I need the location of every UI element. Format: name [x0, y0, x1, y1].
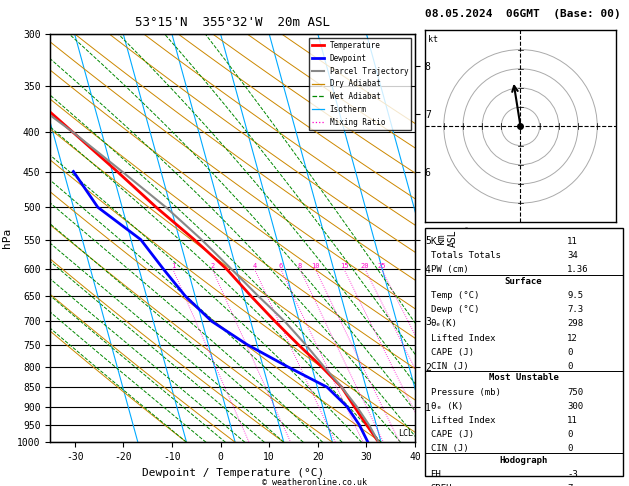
Text: 9.5: 9.5 [567, 291, 583, 300]
Text: EH: EH [430, 470, 442, 479]
Text: 10: 10 [311, 263, 320, 269]
Text: 11: 11 [567, 237, 578, 246]
Text: 0: 0 [567, 444, 572, 453]
Text: 0: 0 [567, 430, 572, 439]
Text: Mixing Ratio (g/kg): Mixing Ratio (g/kg) [462, 191, 472, 286]
Text: 0: 0 [567, 362, 572, 371]
Text: PW (cm): PW (cm) [430, 265, 468, 275]
Text: SREH: SREH [430, 484, 452, 486]
Legend: Temperature, Dewpoint, Parcel Trajectory, Dry Adiabat, Wet Adiabat, Isotherm, Mi: Temperature, Dewpoint, Parcel Trajectory… [309, 38, 411, 130]
Text: Lifted Index: Lifted Index [430, 333, 495, 343]
Text: 15: 15 [340, 263, 348, 269]
Text: CAPE (J): CAPE (J) [430, 430, 474, 439]
Text: 6: 6 [279, 263, 283, 269]
Text: 1: 1 [170, 263, 175, 269]
Text: 4: 4 [252, 263, 257, 269]
Text: 750: 750 [567, 387, 583, 397]
Text: 34: 34 [567, 251, 578, 260]
Y-axis label: km
ASL: km ASL [437, 229, 458, 247]
Text: 2: 2 [210, 263, 214, 269]
Text: Surface: Surface [505, 277, 542, 286]
Text: 08.05.2024  06GMT  (Base: 00): 08.05.2024 06GMT (Base: 00) [425, 9, 620, 19]
Text: © weatheronline.co.uk: © weatheronline.co.uk [262, 478, 367, 486]
Text: Hodograph: Hodograph [499, 456, 548, 465]
Text: 7: 7 [567, 484, 572, 486]
Text: 8: 8 [298, 263, 302, 269]
Text: 0: 0 [567, 347, 572, 357]
Text: -3: -3 [567, 470, 578, 479]
Y-axis label: hPa: hPa [1, 228, 11, 248]
Text: Totals Totals: Totals Totals [430, 251, 501, 260]
Text: 300: 300 [567, 401, 583, 411]
Text: 1.36: 1.36 [567, 265, 589, 275]
Text: 11: 11 [567, 416, 578, 425]
Text: θₑ (K): θₑ (K) [430, 401, 463, 411]
Text: 20: 20 [360, 263, 369, 269]
Title: 53°15'N  355°32'W  20m ASL: 53°15'N 355°32'W 20m ASL [135, 16, 330, 29]
Text: K: K [430, 237, 436, 246]
Text: CIN (J): CIN (J) [430, 362, 468, 371]
Text: 7.3: 7.3 [567, 305, 583, 314]
Text: Temp (°C): Temp (°C) [430, 291, 479, 300]
Text: 25: 25 [377, 263, 386, 269]
Text: Lifted Index: Lifted Index [430, 416, 495, 425]
Text: kt: kt [428, 35, 438, 44]
Text: θₑ(K): θₑ(K) [430, 319, 457, 329]
Text: Pressure (mb): Pressure (mb) [430, 387, 501, 397]
Text: 12: 12 [567, 333, 578, 343]
Text: Dewp (°C): Dewp (°C) [430, 305, 479, 314]
Text: Most Unstable: Most Unstable [489, 373, 559, 382]
Text: 298: 298 [567, 319, 583, 329]
Text: CIN (J): CIN (J) [430, 444, 468, 453]
Text: CAPE (J): CAPE (J) [430, 347, 474, 357]
Text: LCL: LCL [398, 429, 413, 438]
X-axis label: Dewpoint / Temperature (°C): Dewpoint / Temperature (°C) [142, 468, 324, 478]
